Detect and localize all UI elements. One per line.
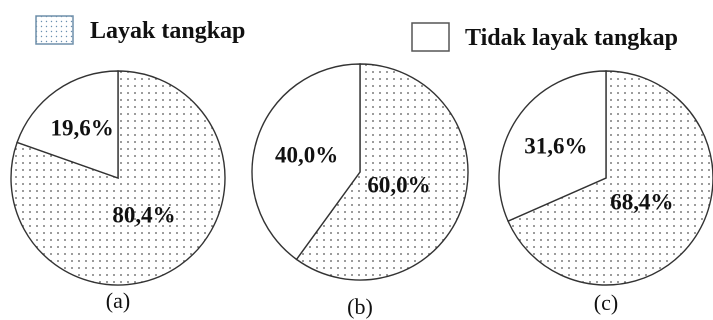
legend-item-tidak-layak: Tidak layak tangkap bbox=[411, 22, 678, 52]
pie-slice-c-tidak-layak bbox=[498, 70, 607, 223]
legend-swatch-empty bbox=[411, 22, 450, 52]
legend-swatch-dotted bbox=[35, 15, 74, 45]
panel-caption-c: (c) bbox=[594, 290, 618, 315]
slice-label-b-tidak-layak: 40,0% bbox=[275, 143, 338, 168]
pie-slice-a-tidak-layak bbox=[16, 70, 119, 179]
slice-label-c-layak: 68,4% bbox=[610, 189, 673, 214]
pies: 80,4% 19,6% (a) 60,0% 40,0% (b) 68,4% 31,6% (c) bbox=[10, 63, 713, 319]
legend-item-layak: Layak tangkap bbox=[35, 15, 245, 45]
pie-chart-c: 68,4% 31,6% (c) bbox=[498, 70, 713, 315]
slice-label-a-tidak-layak: 19,6% bbox=[51, 115, 114, 140]
legend-label-tidak-layak: Tidak layak tangkap bbox=[465, 25, 678, 51]
slice-label-a-layak: 80,4% bbox=[112, 203, 175, 228]
slice-label-b-layak: 60,0% bbox=[367, 173, 430, 198]
slice-label-c-tidak-layak: 31,6% bbox=[524, 133, 587, 158]
pie-slice-c-layak bbox=[507, 70, 713, 286]
pie-chart-b: 60,0% 40,0% (b) bbox=[251, 63, 469, 319]
pie-slice-b-layak bbox=[295, 63, 469, 281]
legend-label-layak: Layak tangkap bbox=[90, 18, 245, 44]
pie-chart-a: 80,4% 19,6% (a) bbox=[10, 70, 226, 313]
pie-slice-b-tidak-layak bbox=[251, 63, 361, 261]
legend: Layak tangkap Tidak layak tangkap bbox=[35, 15, 678, 52]
panel-caption-b: (b) bbox=[347, 294, 373, 319]
panel-caption-a: (a) bbox=[106, 288, 130, 313]
